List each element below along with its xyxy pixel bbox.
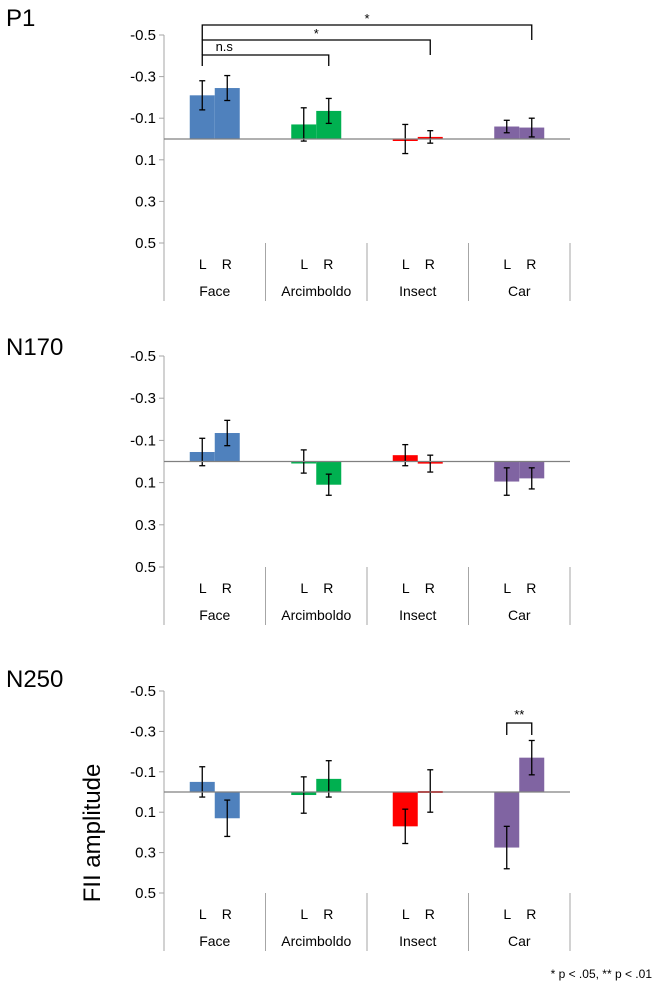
side-label-r: R	[526, 906, 536, 922]
side-label-r: R	[323, 256, 333, 272]
side-label-l: L	[402, 580, 410, 596]
side-label-l: L	[300, 256, 308, 272]
category-label: Face	[199, 933, 230, 949]
category-label: Face	[199, 607, 230, 623]
category-label: Insect	[399, 607, 436, 623]
category-label: Face	[199, 283, 230, 299]
panel-title: N170	[6, 334, 63, 361]
y-tick-label: 0.1	[135, 475, 156, 492]
category-label: Arcimboldo	[281, 933, 351, 949]
y-tick-label: -0.5	[130, 348, 156, 365]
y-tick-label: 0.5	[135, 885, 156, 902]
y-tick-label: -0.3	[130, 390, 156, 407]
y-tick-label: 0.5	[135, 235, 156, 252]
footnote: * p < .05, ** p < .01	[551, 967, 653, 981]
side-label-r: R	[425, 580, 435, 596]
side-label-r: R	[425, 256, 435, 272]
side-label-r: R	[526, 580, 536, 596]
side-label-r: R	[323, 580, 333, 596]
y-tick-label: 0.1	[135, 152, 156, 169]
significance-label: *	[364, 11, 369, 26]
category-label: Car	[508, 933, 531, 949]
category-label: Arcimboldo	[281, 607, 351, 623]
significance-bracket	[201, 24, 533, 40]
category-label: Arcimboldo	[281, 283, 351, 299]
side-label-l: L	[503, 256, 511, 272]
panel-title: P1	[6, 5, 35, 32]
y-tick-label: -0.3	[130, 69, 156, 86]
y-tick-label: -0.1	[130, 110, 156, 127]
y-tick-label: 0.3	[135, 193, 156, 210]
y-tick-label: -0.1	[130, 764, 156, 781]
significance-label: *	[314, 26, 319, 41]
bar-arcimboldo-r	[316, 461, 342, 485]
side-label-r: R	[222, 906, 232, 922]
side-label-r: R	[526, 256, 536, 272]
y-tick-label: -0.3	[130, 723, 156, 740]
significance-bracket	[506, 722, 533, 735]
side-label-r: R	[323, 906, 333, 922]
side-label-l: L	[199, 906, 207, 922]
significance-bracket	[201, 39, 431, 55]
side-label-r: R	[425, 906, 435, 922]
side-label-l: L	[199, 580, 207, 596]
category-label: Car	[508, 607, 531, 623]
y-tick-label: 0.3	[135, 517, 156, 534]
side-label-l: L	[503, 580, 511, 596]
y-tick-label: -0.1	[130, 432, 156, 449]
side-label-l: L	[199, 256, 207, 272]
side-label-r: R	[222, 256, 232, 272]
y-tick-label: 0.1	[135, 804, 156, 821]
y-axis-title: FII amplitude	[79, 764, 106, 903]
significance-label: **	[514, 707, 524, 722]
y-tick-label: -0.5	[130, 683, 156, 700]
side-label-l: L	[300, 580, 308, 596]
side-label-l: L	[300, 906, 308, 922]
significance-bracket	[201, 54, 330, 66]
category-label: Car	[508, 283, 531, 299]
y-tick-label: 0.3	[135, 845, 156, 862]
significance-label: n.s	[216, 39, 234, 54]
side-label-l: L	[402, 906, 410, 922]
y-tick-label: -0.5	[130, 27, 156, 44]
category-label: Insect	[399, 283, 436, 299]
side-label-l: L	[402, 256, 410, 272]
y-tick-label: 0.5	[135, 559, 156, 576]
panel-title: N250	[6, 666, 63, 693]
side-label-r: R	[222, 580, 232, 596]
side-label-l: L	[503, 906, 511, 922]
category-label: Insect	[399, 933, 436, 949]
